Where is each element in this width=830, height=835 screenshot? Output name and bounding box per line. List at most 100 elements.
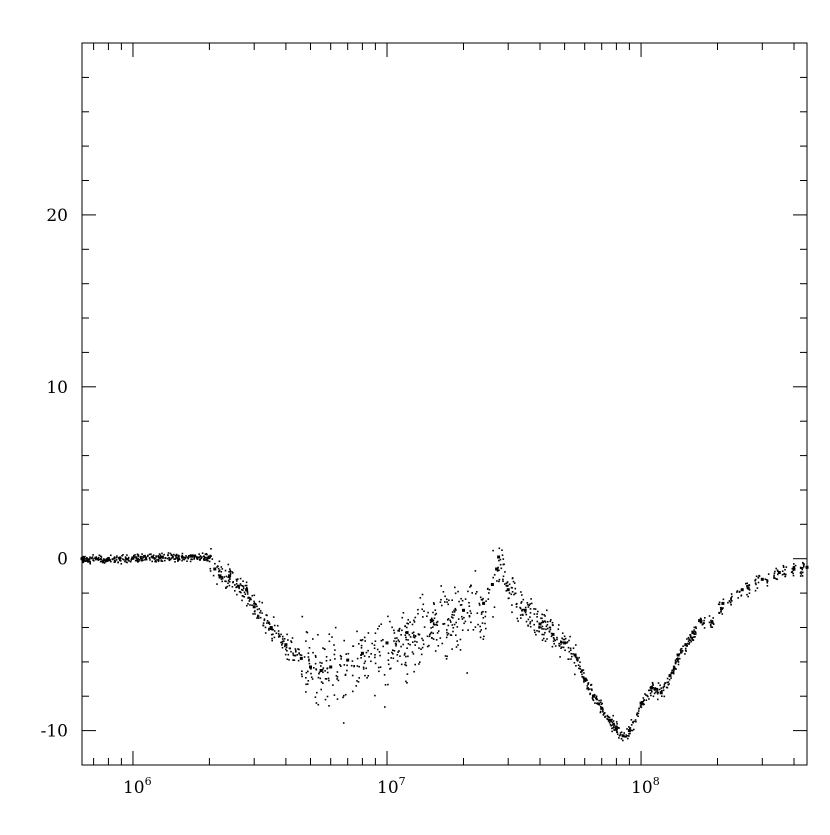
data-point (168, 559, 171, 562)
data-point (91, 556, 94, 558)
data-point (378, 651, 381, 653)
data-point (220, 566, 223, 568)
data-point (672, 665, 675, 668)
data-point (311, 678, 314, 680)
data-point (360, 651, 364, 655)
data-point (84, 555, 86, 558)
data-point (647, 695, 649, 698)
data-point (527, 618, 530, 621)
data-point (549, 626, 552, 629)
data-point (147, 554, 149, 557)
data-point (463, 622, 465, 625)
data-point (595, 697, 597, 700)
data-point (639, 701, 643, 705)
data-point (396, 660, 399, 662)
data-point (773, 576, 775, 578)
data-point (577, 664, 580, 666)
data-point (392, 653, 394, 655)
data-point (319, 669, 323, 672)
data-point (258, 600, 261, 603)
data-point (474, 626, 477, 628)
data-point (430, 631, 433, 634)
data-point (414, 640, 416, 643)
data-point (608, 721, 611, 724)
data-point (493, 606, 496, 608)
data-point (252, 605, 256, 609)
data-point (376, 648, 379, 651)
data-point (98, 558, 101, 561)
data-point (579, 661, 581, 663)
data-point (318, 672, 320, 675)
data-point (332, 684, 334, 686)
data-point (651, 681, 654, 684)
data-point (695, 633, 697, 635)
data-point (249, 604, 251, 606)
data-point (675, 668, 677, 670)
data-point (587, 687, 589, 689)
data-point (688, 638, 691, 641)
data-point (782, 566, 785, 568)
data-point (228, 581, 231, 583)
data-point (422, 639, 424, 642)
data-point (236, 580, 238, 582)
data-point (105, 559, 108, 562)
data-point (695, 626, 697, 628)
data-point (374, 654, 376, 656)
data-point (710, 619, 712, 622)
data-point (173, 553, 175, 556)
data-point (177, 558, 179, 561)
data-point (152, 555, 154, 557)
data-point (374, 632, 377, 634)
data-point (275, 632, 278, 634)
data-point (241, 599, 243, 602)
data-point (407, 639, 409, 641)
data-point (574, 673, 576, 676)
data-point (300, 654, 303, 657)
data-point (604, 716, 606, 718)
data-point (568, 650, 571, 653)
data-point (668, 674, 672, 678)
data-point (502, 578, 504, 581)
data-point (281, 641, 283, 644)
data-point (694, 630, 696, 633)
data-point (590, 688, 593, 690)
data-point (538, 630, 540, 633)
data-point (185, 555, 187, 557)
data-point (791, 570, 793, 573)
data-point (611, 730, 613, 733)
data-point (127, 559, 130, 561)
data-point (235, 583, 238, 585)
data-point (561, 646, 563, 648)
data-point (579, 665, 581, 668)
data-point (154, 560, 156, 563)
data-point (642, 700, 645, 703)
data-point (470, 585, 472, 587)
data-point (256, 616, 259, 618)
data-point (582, 669, 585, 671)
data-point (404, 634, 407, 636)
data-point (457, 590, 459, 593)
data-point (450, 621, 452, 623)
major-ticks (82, 43, 807, 765)
data-point (203, 559, 205, 561)
data-point (169, 558, 172, 561)
data-point (174, 561, 176, 563)
data-point (730, 593, 733, 595)
data-point (517, 620, 519, 622)
data-point (335, 675, 338, 677)
data-point (598, 699, 600, 702)
x-tick-label: 106 (123, 775, 152, 798)
data-point (487, 587, 489, 590)
data-point (702, 623, 704, 625)
data-point (546, 638, 548, 640)
data-point (246, 593, 249, 595)
data-point (325, 656, 328, 658)
data-point (360, 657, 362, 659)
data-point (693, 633, 696, 636)
data-point (659, 684, 661, 687)
data-point (405, 636, 407, 639)
data-point (305, 691, 307, 693)
data-point (446, 629, 448, 631)
data-point (656, 692, 659, 695)
data-point (364, 674, 366, 677)
